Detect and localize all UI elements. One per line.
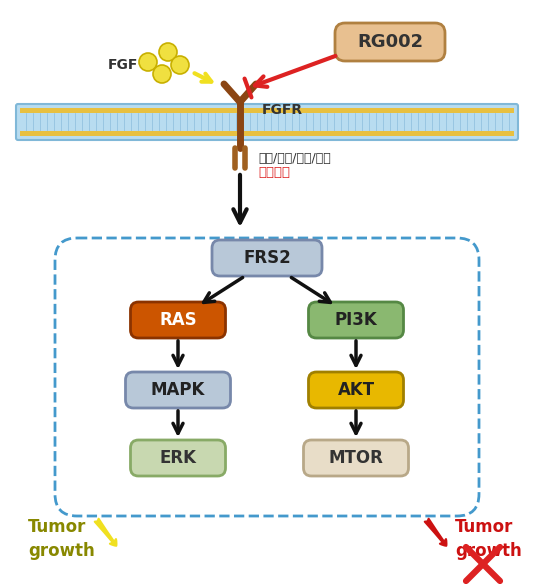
Circle shape [153,65,171,83]
Text: ERK: ERK [160,449,197,467]
Text: FRS2: FRS2 [243,249,291,267]
FancyBboxPatch shape [309,372,404,408]
FancyBboxPatch shape [20,131,514,136]
FancyBboxPatch shape [309,302,404,338]
Text: AKT: AKT [337,381,374,399]
FancyBboxPatch shape [16,104,518,140]
FancyBboxPatch shape [130,440,225,476]
Text: Tumor
growth: Tumor growth [28,518,95,559]
FancyBboxPatch shape [20,108,514,113]
Circle shape [139,53,157,71]
FancyBboxPatch shape [125,372,231,408]
Text: MAPK: MAPK [151,381,205,399]
FancyBboxPatch shape [130,302,225,338]
Text: FGFR: FGFR [262,103,303,117]
Text: MTOR: MTOR [328,449,383,467]
FancyBboxPatch shape [212,240,322,276]
Text: RG002: RG002 [357,33,423,51]
Text: 融合/重排/突变/扩增: 融合/重排/突变/扩增 [258,152,331,165]
Text: Tumor
growth: Tumor growth [455,518,522,559]
Circle shape [159,43,177,61]
FancyBboxPatch shape [303,440,409,476]
FancyBboxPatch shape [335,23,445,61]
Circle shape [171,56,189,74]
Text: FGF: FGF [108,58,138,72]
Text: RAS: RAS [159,311,197,329]
Text: PI3K: PI3K [335,311,378,329]
Text: 耐药突变: 耐药突变 [258,166,290,179]
